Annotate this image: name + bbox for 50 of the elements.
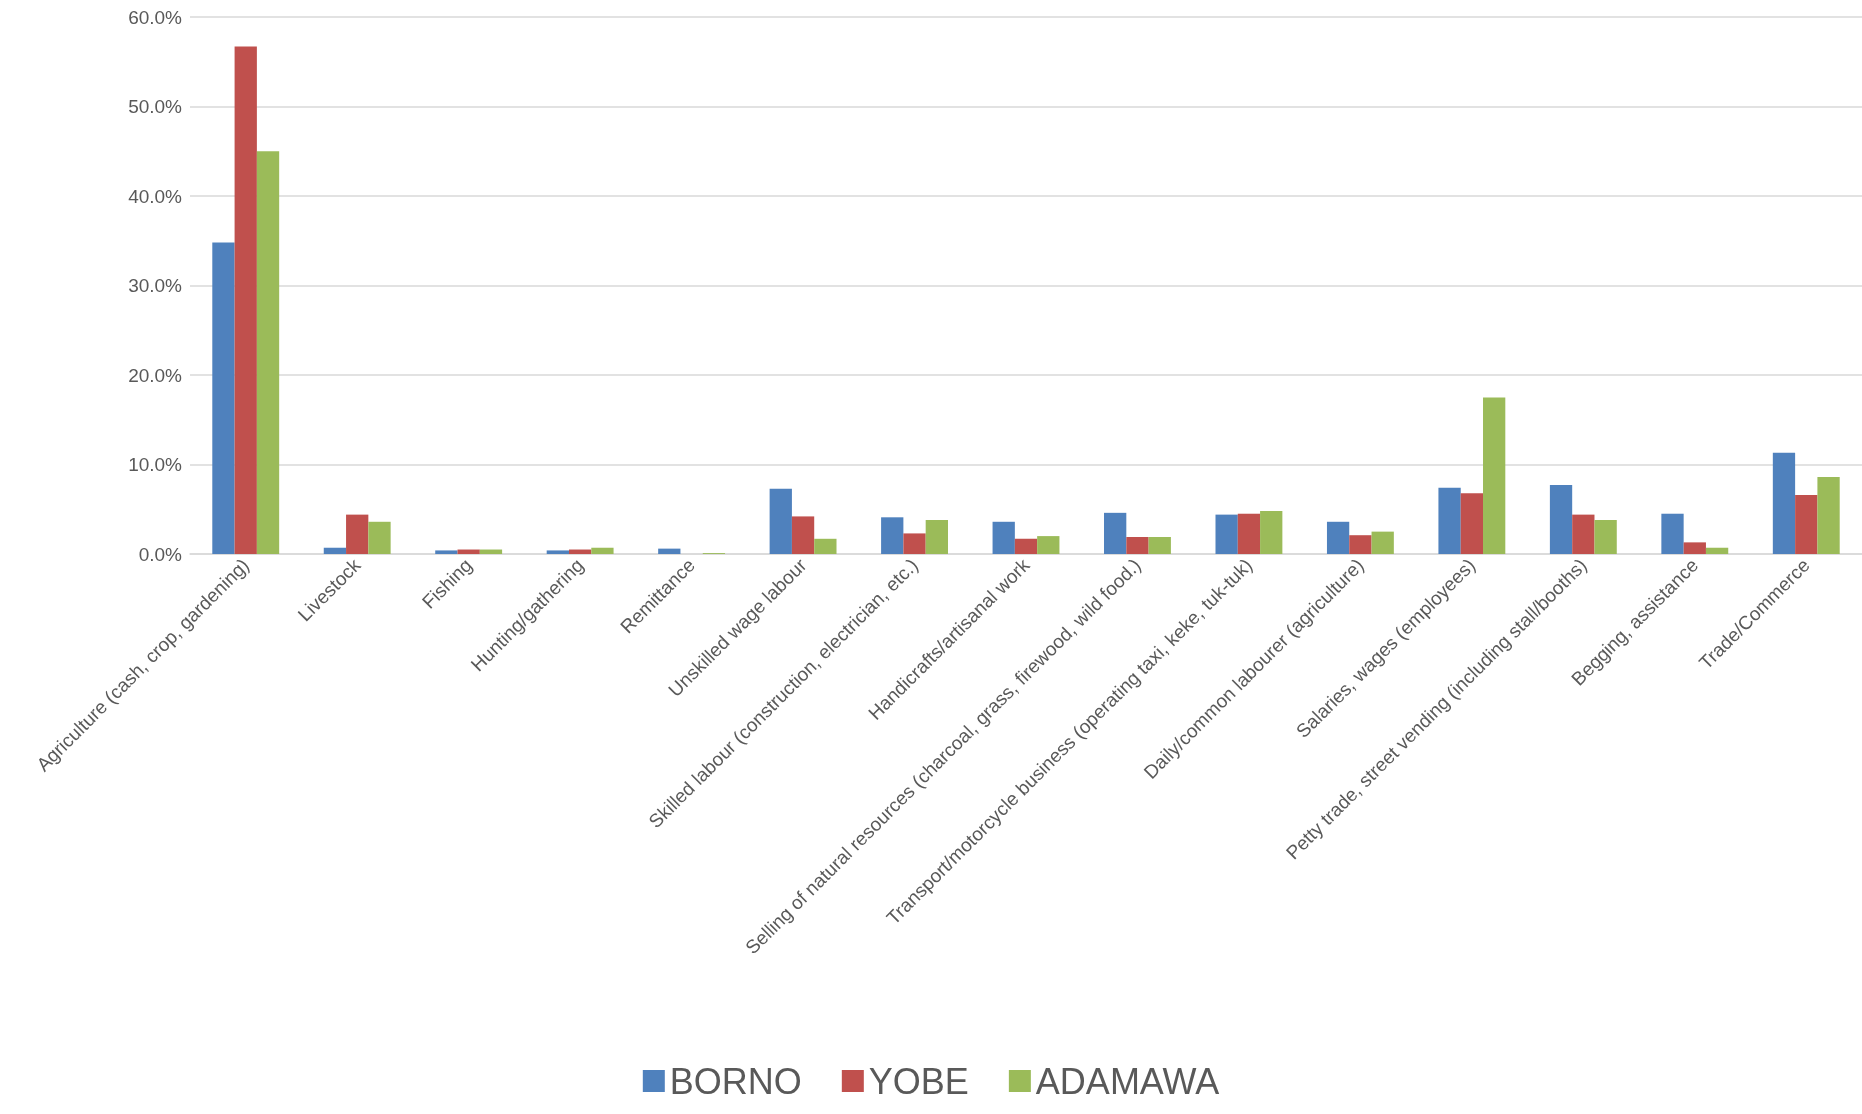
bar bbox=[925, 519, 948, 554]
bar bbox=[1817, 477, 1840, 554]
y-tick-label: 30.0% bbox=[128, 275, 183, 296]
bar bbox=[1014, 538, 1038, 554]
bar bbox=[769, 488, 792, 554]
bar bbox=[1126, 537, 1149, 554]
bar bbox=[1371, 531, 1394, 554]
bar bbox=[1661, 513, 1684, 554]
bar bbox=[256, 151, 280, 554]
bar bbox=[1705, 547, 1729, 554]
bar bbox=[1148, 537, 1171, 554]
bar bbox=[903, 533, 926, 554]
bar bbox=[368, 521, 391, 554]
bar bbox=[591, 547, 614, 554]
legend-label: BORNO bbox=[669, 1060, 802, 1102]
bar bbox=[1772, 452, 1796, 554]
bar bbox=[234, 46, 257, 554]
bar bbox=[658, 548, 681, 554]
y-tick-label: 20.0% bbox=[128, 364, 183, 386]
y-tick-label: 40.0% bbox=[128, 185, 183, 207]
y-tick-label: 10.0% bbox=[128, 454, 183, 475]
bar bbox=[1349, 535, 1372, 554]
bar bbox=[1438, 487, 1461, 554]
bar bbox=[992, 521, 1015, 554]
bar bbox=[1037, 536, 1060, 554]
bar bbox=[1549, 485, 1573, 554]
bar bbox=[323, 547, 347, 554]
bar bbox=[1237, 513, 1261, 554]
bar bbox=[212, 242, 235, 554]
bar bbox=[1795, 494, 1818, 554]
bar bbox=[1483, 397, 1506, 554]
bar bbox=[1215, 514, 1238, 554]
bar bbox=[881, 517, 904, 554]
y-tick-label: 50.0% bbox=[128, 96, 183, 117]
bar bbox=[435, 550, 458, 554]
bar bbox=[1260, 511, 1283, 554]
bar bbox=[346, 514, 369, 554]
y-tick-label: 60.0% bbox=[128, 6, 183, 28]
bar bbox=[1460, 493, 1484, 554]
bar bbox=[791, 516, 815, 554]
bar bbox=[546, 550, 569, 554]
legend-label: YOBE bbox=[868, 1060, 969, 1102]
bar bbox=[1594, 519, 1617, 554]
bar bbox=[1572, 514, 1595, 554]
bar bbox=[814, 538, 837, 554]
bar bbox=[1104, 512, 1127, 554]
y-tick-label: 0.0% bbox=[138, 543, 183, 565]
bar bbox=[1326, 521, 1350, 554]
bar bbox=[1683, 542, 1706, 554]
legend-label: ADAMAWA bbox=[1035, 1060, 1220, 1102]
